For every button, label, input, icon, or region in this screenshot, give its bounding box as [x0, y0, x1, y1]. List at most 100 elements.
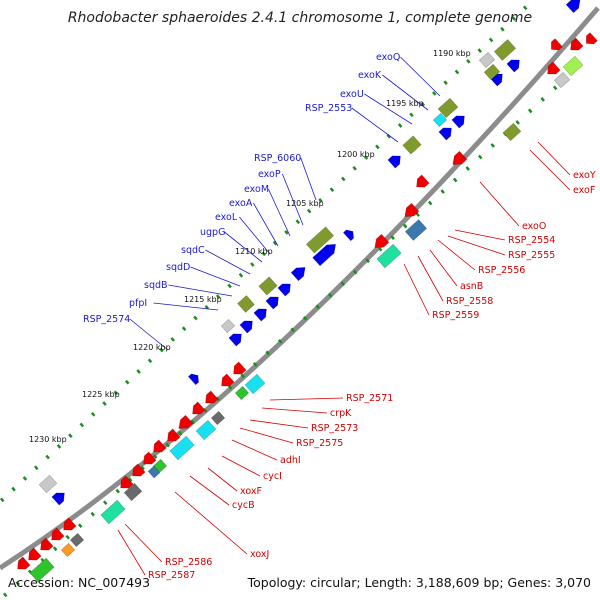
gc-tick [397, 123, 403, 128]
gc-tick [90, 411, 96, 417]
gc-tick [327, 292, 333, 298]
gc-tick [15, 580, 20, 586]
leader-line [190, 266, 241, 287]
gene-label-exoL: exoL [215, 212, 238, 223]
red-gene [404, 202, 420, 218]
leader-line [364, 93, 413, 125]
gc-tick [352, 269, 358, 275]
gc-tick [341, 176, 346, 182]
leader-line [447, 235, 506, 256]
red-gene [167, 428, 181, 442]
gene-label-cycI: cycI [263, 471, 282, 482]
kbp-label: 1210 kbp [235, 247, 273, 256]
leader-line [249, 419, 309, 429]
gc-tick [315, 304, 320, 310]
gc-tick [409, 112, 414, 118]
gc-tick [252, 362, 258, 367]
olive-gene [305, 226, 335, 254]
leader-line [239, 216, 271, 255]
gc-tick [68, 433, 73, 439]
leader-line [269, 397, 344, 401]
gc-tick [540, 97, 545, 102]
gc-tick [522, 5, 528, 11]
gc-tick [454, 69, 460, 75]
gc-tick [511, 16, 517, 21]
grey-gene [69, 532, 85, 548]
gene-label-exoU: exoU [340, 89, 364, 100]
leader-line [351, 107, 399, 143]
red-gene [63, 517, 77, 531]
gc-tick [390, 235, 395, 240]
gc-tick [265, 350, 270, 356]
leader-line [117, 529, 146, 576]
gc-tick [22, 476, 28, 481]
gc-tick [2, 592, 8, 598]
leader-line [400, 56, 441, 97]
gc-tick [238, 272, 244, 278]
leader-line [168, 284, 233, 297]
gc-tick [527, 108, 533, 114]
gc-tick [365, 258, 370, 264]
leader-line [300, 157, 317, 201]
silver-gene [478, 51, 496, 69]
red-gene [40, 537, 54, 551]
kbp-label: 1225 kbp [82, 390, 120, 399]
leader-line [207, 467, 238, 492]
olive-gene [493, 39, 517, 61]
gene-label-RSP_2558: RSP_2558 [446, 296, 493, 307]
leader-line [239, 427, 294, 444]
blue-gene [290, 266, 306, 282]
leader-line-layer [117, 56, 571, 576]
gc-tick [427, 200, 433, 206]
blue-gene [451, 115, 465, 129]
blue-gene [51, 492, 65, 506]
gene-label-RSP_2556: RSP_2556 [478, 265, 525, 276]
gene-label-exoP: exoP [258, 169, 281, 180]
leader-line [153, 302, 219, 311]
olive-gene [437, 97, 459, 119]
leader-line [124, 523, 163, 563]
red-gene [51, 527, 65, 541]
gc-tick [284, 230, 289, 235]
gc-tick [552, 85, 558, 91]
gene-label-exoK: exoK [358, 70, 382, 81]
green-gene [234, 385, 250, 401]
blue-gene [342, 229, 354, 242]
gc-tick [375, 144, 380, 150]
leader-line [479, 181, 520, 227]
gc-tick [193, 315, 198, 321]
gc-tick [136, 369, 141, 374]
red-gene [374, 233, 390, 249]
gc-tick [127, 477, 133, 482]
red-gene [120, 475, 134, 489]
cyan-gene [195, 419, 217, 441]
gc-tick [302, 315, 308, 321]
gene-label-sqdC: sqdC [181, 245, 205, 256]
blue-gene [387, 155, 401, 169]
gc-tick [466, 58, 471, 64]
teal-gene [100, 499, 126, 525]
grey-gene [210, 410, 226, 426]
red-gene [452, 150, 468, 166]
leader-line [282, 173, 304, 226]
gene-label-xoxJ: xoxJ [250, 549, 269, 560]
backbone-line [0, 6, 600, 571]
gc-tick [402, 223, 408, 229]
lime-gene [562, 55, 584, 77]
gc-tick [363, 155, 369, 160]
gc-tick [152, 454, 158, 459]
gc-tick [440, 189, 445, 194]
gc-tick [165, 442, 170, 448]
gc-tick [181, 326, 187, 332]
silver-gene [553, 71, 571, 89]
gc-tick [488, 37, 494, 43]
gc-tick [250, 262, 255, 267]
leader-line [537, 141, 571, 176]
gene-label-RSP_2587: RSP_2587 [148, 570, 195, 581]
olive-gene [483, 63, 501, 81]
gc-tick [215, 294, 221, 299]
gc-tick [140, 465, 145, 471]
red-gene [416, 174, 430, 188]
silver-gene [38, 474, 58, 494]
